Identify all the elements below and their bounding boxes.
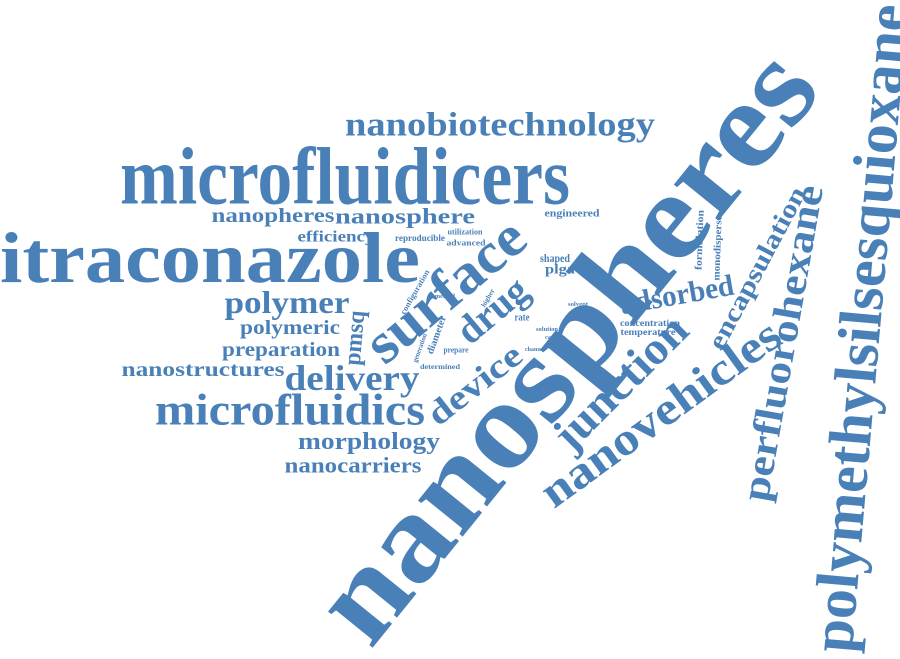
word: prepare: [444, 346, 469, 355]
word: microfluidics: [155, 386, 425, 435]
word: channel: [525, 347, 545, 353]
word: nanopheres: [212, 205, 335, 227]
word: method: [435, 294, 456, 300]
word: polymer: [225, 284, 350, 320]
word: temperature: [621, 327, 676, 337]
word: concentration: [620, 318, 680, 328]
word: nanobiotechnology: [345, 107, 655, 144]
word: delivery: [285, 358, 420, 398]
word: monodisperse: [711, 215, 724, 281]
word: solution: [536, 327, 559, 333]
word: capsule: [545, 335, 565, 341]
word: advanced: [447, 239, 487, 248]
word: morphology: [298, 429, 440, 455]
word: microfluidicers: [120, 131, 570, 222]
word: reproducible: [395, 233, 445, 243]
word: plga: [545, 263, 575, 278]
word: efficiency: [298, 229, 375, 246]
word: solvent: [568, 302, 588, 308]
word: itraconazole: [0, 218, 420, 298]
word: nanosphere: [335, 204, 475, 229]
word: determined: [420, 363, 460, 371]
word: preparation: [222, 339, 340, 361]
word: rate: [515, 313, 530, 324]
word: pmsq: [340, 309, 371, 367]
word: formulation: [693, 209, 706, 270]
word: shaped: [540, 251, 570, 265]
word: utilization: [448, 228, 484, 237]
word: polymeric: [240, 317, 340, 339]
word: nanocarriers: [285, 453, 422, 478]
word: engineered: [545, 209, 601, 220]
word: nanostructures: [122, 359, 285, 381]
